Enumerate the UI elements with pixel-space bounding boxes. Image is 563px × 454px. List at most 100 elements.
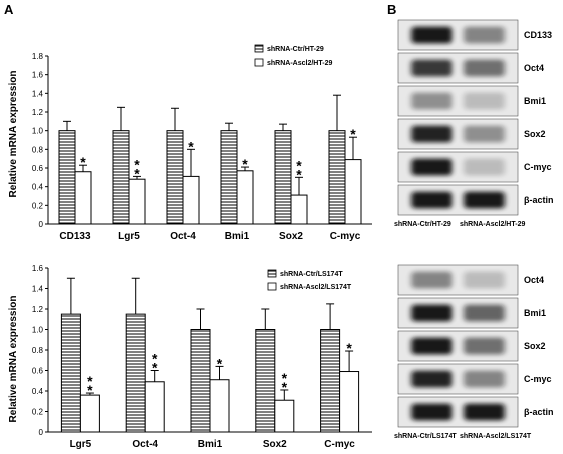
significance-star: * bbox=[134, 156, 140, 172]
western-blot-ls174t: Oct4 Bmi1 Sox2 C-myc β-actin shRNA-Ctr/LS174T… bbox=[394, 264, 554, 440]
bar-ascl2-bottom bbox=[79, 394, 100, 433]
significance-star: * bbox=[346, 340, 352, 356]
y-tick-label: 0.6 bbox=[32, 164, 44, 173]
blot-row-label: C-myc bbox=[524, 374, 552, 384]
legend-label-ctr-top: shRNA-Ctr/HT-29 bbox=[267, 46, 324, 53]
category-label: C-myc bbox=[324, 439, 355, 450]
bar-ascl2-bottom bbox=[274, 399, 295, 433]
blot-band bbox=[464, 158, 505, 176]
blot-row-label: C-myc bbox=[524, 162, 552, 172]
y-tick-label: 1.2 bbox=[32, 108, 44, 117]
legend-label-ascl2-bottom: shRNA-Ascl2/LS174T bbox=[280, 284, 352, 291]
bar-ctr-bottom bbox=[60, 313, 81, 433]
significance-star: * bbox=[296, 166, 302, 182]
bar-ascl2-top bbox=[290, 194, 308, 225]
bar-ctr-bottom bbox=[320, 329, 341, 433]
significance-star: * bbox=[152, 351, 158, 367]
western-blot-ht29: CD133 Oct4 Bmi1 Sox2 C-myc β-actin shRNA-Ctr/H… bbox=[394, 19, 554, 228]
y-tick-label: 1.6 bbox=[32, 264, 44, 273]
y-tick-label: 0.8 bbox=[32, 346, 44, 355]
y-tick-label: 1.8 bbox=[32, 52, 44, 61]
y-tick-label: 0.4 bbox=[32, 387, 44, 396]
significance-star: * bbox=[217, 355, 223, 371]
blot-row-label: Oct4 bbox=[524, 63, 544, 73]
category-label: Lgr5 bbox=[70, 439, 92, 450]
bar-ctr-top bbox=[274, 130, 292, 225]
bar-ctr-top bbox=[112, 130, 130, 225]
legend-swatch-ascl2-bottom bbox=[267, 282, 277, 291]
y-tick-label: 1.0 bbox=[32, 127, 44, 136]
y-tick-label: 1.0 bbox=[32, 326, 44, 335]
blot-row-label: Sox2 bbox=[524, 341, 546, 351]
y-tick-label: 1.2 bbox=[32, 305, 44, 314]
category-label: Oct-4 bbox=[170, 231, 196, 242]
significance-star: * bbox=[242, 156, 248, 172]
significance-star: * bbox=[282, 379, 288, 395]
blot-band bbox=[411, 59, 452, 77]
blot-band bbox=[411, 304, 452, 322]
significance-star: * bbox=[152, 360, 158, 376]
blot-band bbox=[464, 92, 505, 110]
blot-row-label: Sox2 bbox=[524, 129, 546, 139]
significance-star: * bbox=[296, 157, 302, 173]
blot-band bbox=[464, 403, 505, 421]
chart-bottom-ls174t: Relative mRNA expression shRNA-Ctr/LS174… bbox=[8, 264, 372, 450]
legend-swatch-ctr-top bbox=[254, 44, 264, 53]
bar-ascl2-bottom bbox=[339, 371, 360, 433]
bar-ctr-bottom bbox=[190, 329, 211, 433]
blot-lane-label: shRNA-Ctr/LS174T bbox=[394, 433, 457, 440]
category-label: Bmi1 bbox=[198, 439, 223, 450]
bar-ascl2-top bbox=[128, 178, 146, 225]
panel-letter-b: B bbox=[387, 2, 396, 17]
y-tick-label: 0 bbox=[39, 428, 44, 437]
y-tick-label: 0 bbox=[39, 220, 44, 229]
blot-band bbox=[411, 191, 452, 209]
bar-ascl2-top bbox=[344, 159, 362, 225]
bar-ctr-top bbox=[58, 130, 76, 225]
blot-band bbox=[411, 271, 452, 289]
blot-band bbox=[464, 26, 505, 44]
category-label: Lgr5 bbox=[118, 231, 140, 242]
category-label: C-myc bbox=[330, 231, 361, 242]
bar-ascl2-top bbox=[74, 171, 92, 225]
significance-star: * bbox=[188, 138, 194, 154]
significance-star: * bbox=[350, 126, 356, 142]
y-tick-label: 0.4 bbox=[32, 183, 44, 192]
category-label: Oct-4 bbox=[132, 439, 158, 450]
blot-band bbox=[464, 191, 505, 209]
category-label: Bmi1 bbox=[225, 231, 250, 242]
bar-ctr-bottom bbox=[255, 329, 276, 433]
bar-ascl2-top bbox=[182, 175, 200, 225]
panel-letter-a: A bbox=[4, 2, 14, 17]
legend-swatch-ctr-bottom bbox=[267, 269, 277, 278]
y-tick-label: 0.8 bbox=[32, 145, 44, 154]
bar-ctr-top bbox=[328, 130, 346, 225]
bar-ascl2-bottom bbox=[209, 379, 230, 433]
significance-star: * bbox=[87, 373, 93, 389]
significance-star: * bbox=[80, 154, 86, 170]
blot-row-label: Bmi1 bbox=[524, 96, 546, 106]
y-tick-label: 1.4 bbox=[32, 89, 44, 98]
y-axis-title-top: Relative mRNA expression bbox=[8, 71, 19, 198]
blot-row-label: Bmi1 bbox=[524, 308, 546, 318]
bar-ctr-top bbox=[220, 130, 238, 225]
legend-swatch-ascl2-top bbox=[254, 58, 264, 67]
legend-label-ascl2-top: shRNA-Ascl2/HT-29 bbox=[267, 60, 332, 67]
y-axis-title-bottom: Relative mRNA expression bbox=[8, 296, 19, 423]
blot-band bbox=[411, 158, 452, 176]
category-label: CD133 bbox=[59, 231, 91, 242]
blot-band bbox=[411, 26, 452, 44]
category-label: Sox2 bbox=[279, 231, 303, 242]
blot-band bbox=[464, 370, 505, 388]
significance-star: * bbox=[87, 382, 93, 398]
legend-label-ctr-bottom: shRNA-Ctr/LS174T bbox=[280, 271, 343, 278]
legend-bottom: shRNA-Ctr/LS174T shRNA-Ascl2/LS174T bbox=[267, 269, 352, 291]
blot-row-label: β-actin bbox=[524, 407, 554, 417]
y-tick-label: 0.6 bbox=[32, 367, 44, 376]
bar-ascl2-top bbox=[236, 170, 254, 225]
chart-top-ht29: Relative mRNA expression shRNA-Ctr/HT-29… bbox=[8, 44, 372, 242]
blot-band bbox=[411, 337, 452, 355]
blot-band bbox=[464, 337, 505, 355]
bar-ctr-top bbox=[166, 130, 184, 225]
